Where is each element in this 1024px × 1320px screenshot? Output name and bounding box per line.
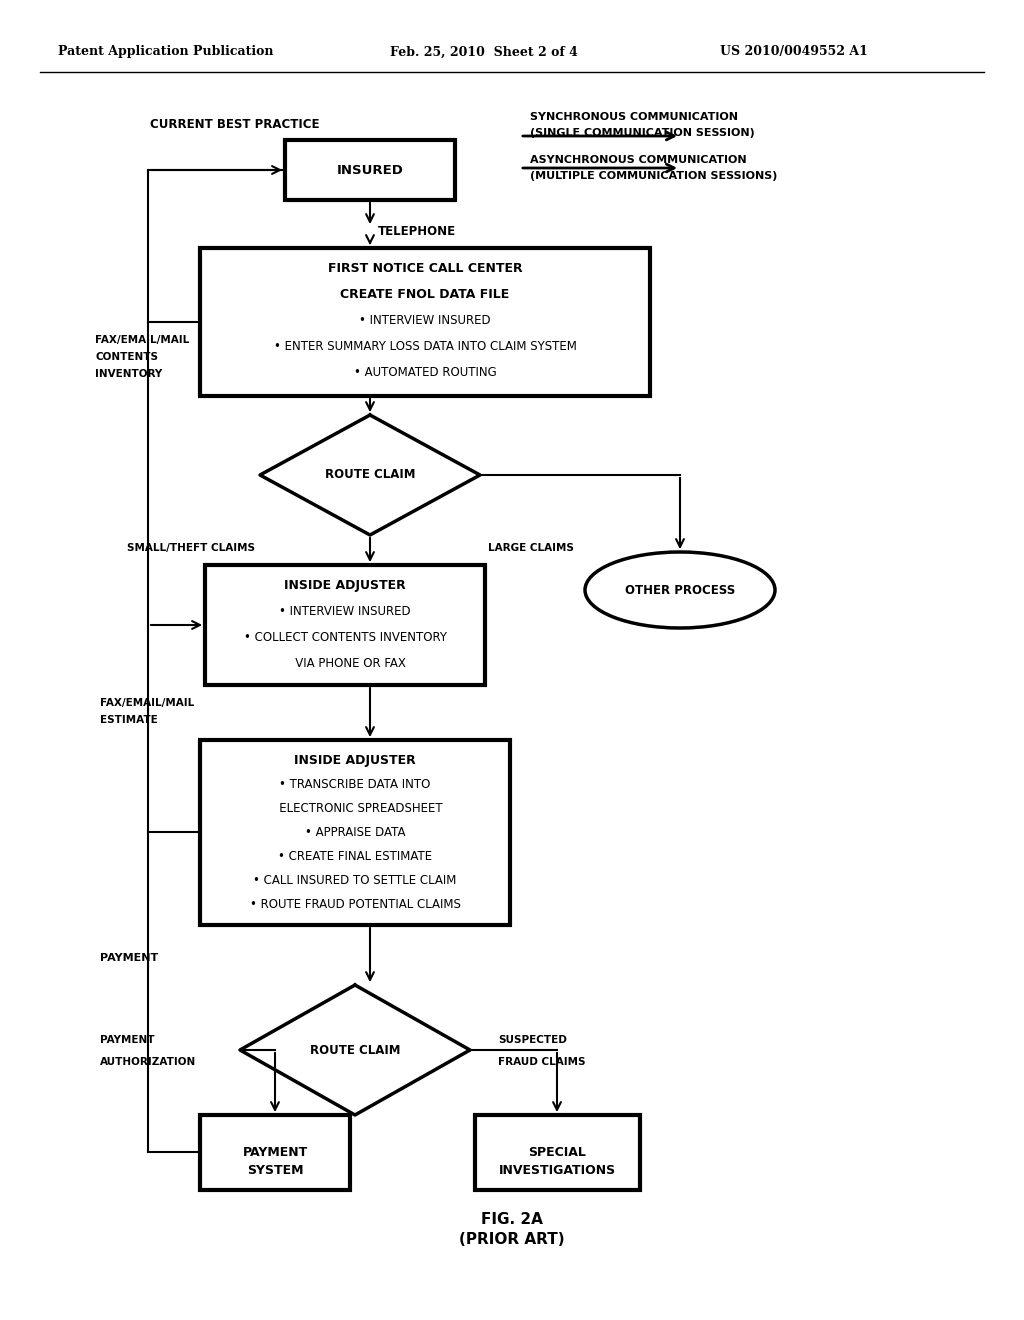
Text: FRAUD CLAIMS: FRAUD CLAIMS: [498, 1057, 586, 1067]
Text: FIRST NOTICE CALL CENTER: FIRST NOTICE CALL CENTER: [328, 261, 522, 275]
Text: ROUTE CLAIM: ROUTE CLAIM: [309, 1044, 400, 1056]
Text: TELEPHONE: TELEPHONE: [378, 224, 456, 238]
Text: PAYMENT: PAYMENT: [243, 1146, 307, 1159]
Text: Feb. 25, 2010  Sheet 2 of 4: Feb. 25, 2010 Sheet 2 of 4: [390, 45, 578, 58]
Text: • APPRAISE DATA: • APPRAISE DATA: [305, 826, 406, 840]
Text: LARGE CLAIMS: LARGE CLAIMS: [488, 543, 573, 553]
Text: SPECIAL: SPECIAL: [528, 1146, 586, 1159]
Text: • INTERVIEW INSURED: • INTERVIEW INSURED: [359, 314, 490, 327]
Text: FAX/EMAIL/MAIL: FAX/EMAIL/MAIL: [100, 698, 195, 708]
Text: SMALL/THEFT CLAIMS: SMALL/THEFT CLAIMS: [127, 543, 255, 553]
Text: VIA PHONE OR FAX: VIA PHONE OR FAX: [284, 657, 406, 671]
Text: (PRIOR ART): (PRIOR ART): [459, 1232, 565, 1247]
Text: SUSPECTED: SUSPECTED: [498, 1035, 567, 1045]
Text: ROUTE CLAIM: ROUTE CLAIM: [325, 469, 416, 482]
Bar: [200, 741, 510, 925]
Text: • TRANSCRIBE DATA INTO: • TRANSCRIBE DATA INTO: [280, 777, 431, 791]
Text: • AUTOMATED ROUTING: • AUTOMATED ROUTING: [353, 366, 497, 379]
Text: • CREATE FINAL ESTIMATE: • CREATE FINAL ESTIMATE: [278, 850, 432, 863]
Ellipse shape: [585, 552, 775, 628]
Text: CURRENT BEST PRACTICE: CURRENT BEST PRACTICE: [150, 117, 319, 131]
Text: INSIDE ADJUSTER: INSIDE ADJUSTER: [284, 579, 406, 591]
Text: CONTENTS: CONTENTS: [95, 352, 158, 362]
Text: AUTHORIZATION: AUTHORIZATION: [100, 1057, 197, 1067]
Bar: [200, 1115, 350, 1191]
Polygon shape: [260, 414, 480, 535]
Text: • ROUTE FRAUD POTENTIAL CLAIMS: • ROUTE FRAUD POTENTIAL CLAIMS: [250, 898, 461, 911]
Text: • COLLECT CONTENTS INVENTORY: • COLLECT CONTENTS INVENTORY: [244, 631, 446, 644]
Text: INSIDE ADJUSTER: INSIDE ADJUSTER: [294, 754, 416, 767]
Text: OTHER PROCESS: OTHER PROCESS: [625, 583, 735, 597]
Text: SYSTEM: SYSTEM: [247, 1163, 303, 1176]
Text: US 2010/0049552 A1: US 2010/0049552 A1: [720, 45, 868, 58]
Text: • INTERVIEW INSURED: • INTERVIEW INSURED: [280, 605, 411, 618]
Text: FAX/EMAIL/MAIL: FAX/EMAIL/MAIL: [95, 335, 189, 345]
Text: • CALL INSURED TO SETTLE CLAIM: • CALL INSURED TO SETTLE CLAIM: [253, 874, 457, 887]
Bar: [285, 140, 455, 201]
Text: PAYMENT: PAYMENT: [100, 1035, 155, 1045]
Text: INSURED: INSURED: [337, 164, 403, 177]
Text: ELECTRONIC SPREADSHEET: ELECTRONIC SPREADSHEET: [267, 803, 442, 814]
Text: ESTIMATE: ESTIMATE: [100, 715, 158, 725]
Text: • ENTER SUMMARY LOSS DATA INTO CLAIM SYSTEM: • ENTER SUMMARY LOSS DATA INTO CLAIM SYS…: [273, 341, 577, 352]
Text: CREATE FNOL DATA FILE: CREATE FNOL DATA FILE: [340, 288, 510, 301]
Text: INVESTIGATIONS: INVESTIGATIONS: [499, 1163, 615, 1176]
Text: PAYMENT: PAYMENT: [100, 953, 159, 964]
Bar: [475, 1115, 640, 1191]
Text: (SINGLE COMMUNICATION SESSION): (SINGLE COMMUNICATION SESSION): [530, 128, 755, 139]
Text: ASYNCHRONOUS COMMUNICATION: ASYNCHRONOUS COMMUNICATION: [530, 154, 746, 165]
Text: SYNCHRONOUS COMMUNICATION: SYNCHRONOUS COMMUNICATION: [530, 112, 738, 121]
Text: Patent Application Publication: Patent Application Publication: [58, 45, 273, 58]
Text: INVENTORY: INVENTORY: [95, 370, 162, 379]
Bar: [205, 565, 485, 685]
Polygon shape: [240, 985, 470, 1115]
Text: (MULTIPLE COMMUNICATION SESSIONS): (MULTIPLE COMMUNICATION SESSIONS): [530, 172, 777, 181]
Text: FIG. 2A: FIG. 2A: [481, 1212, 543, 1228]
Bar: [200, 248, 650, 396]
